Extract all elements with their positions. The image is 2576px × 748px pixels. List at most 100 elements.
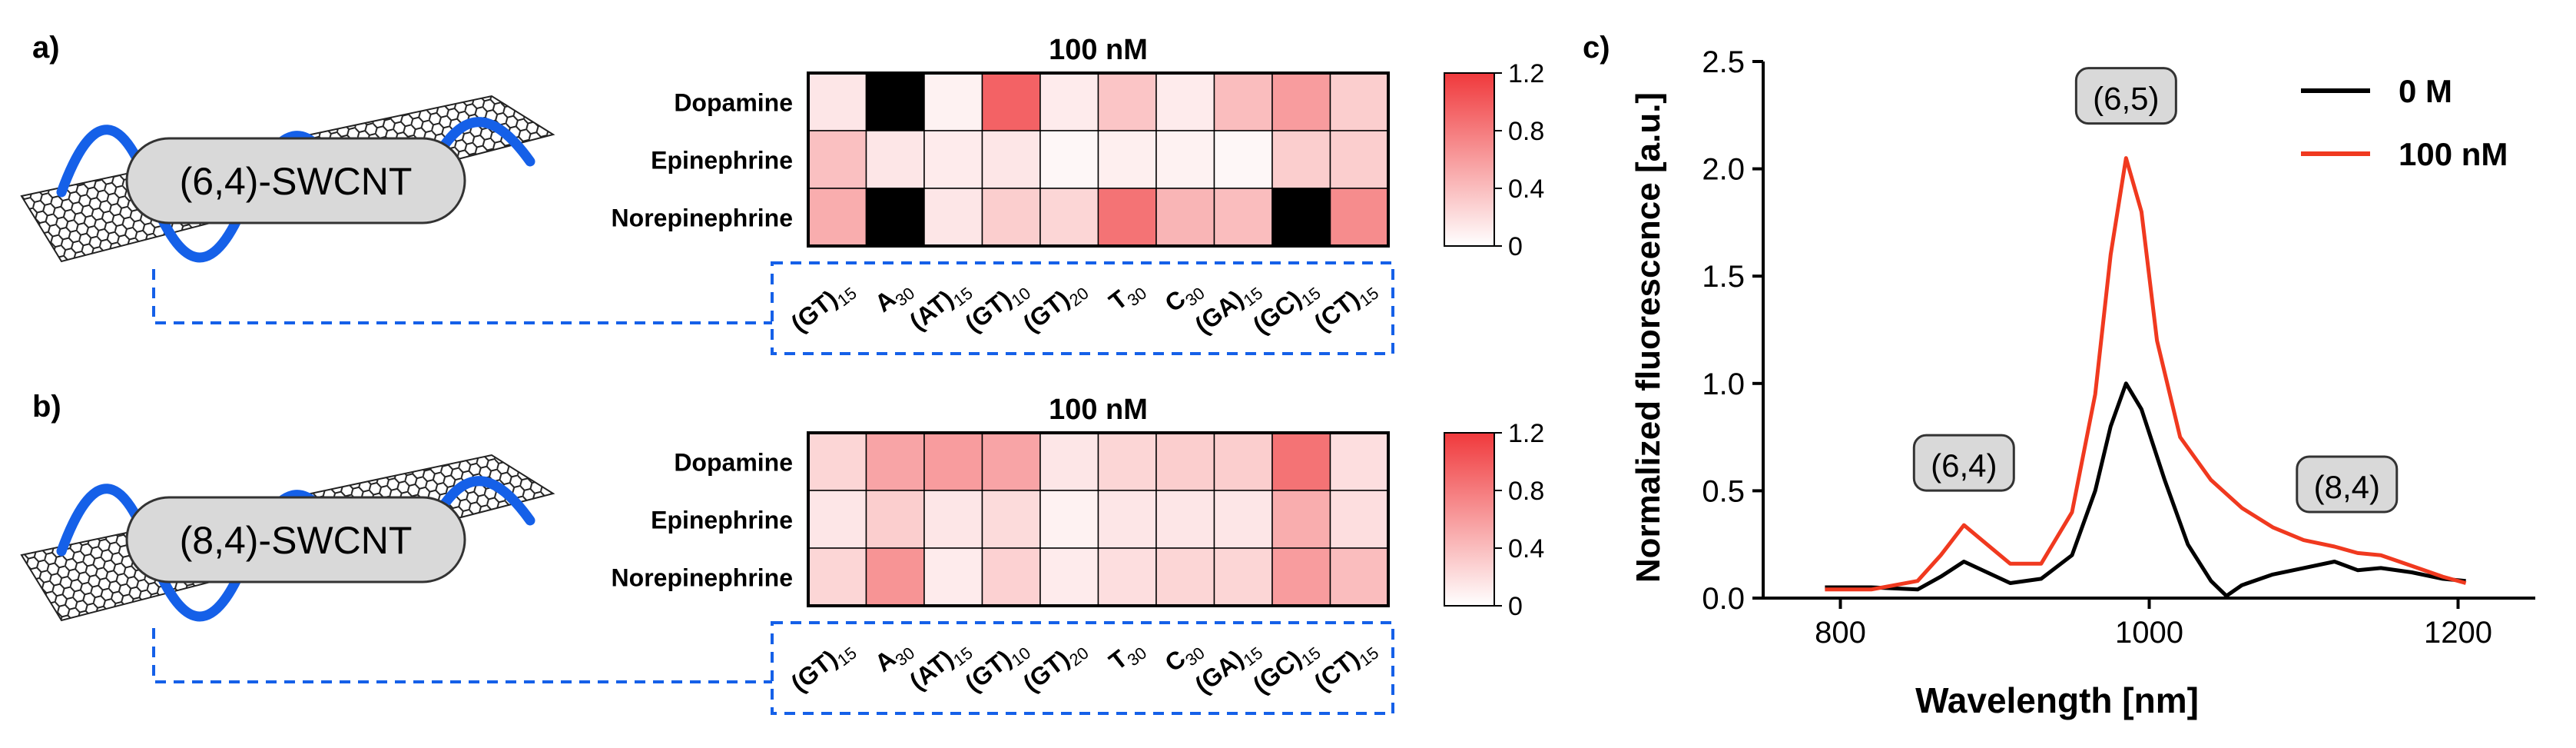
heatmap-b-cell (1039, 547, 1099, 607)
heatmap-a-col-label: (GT)15 (786, 273, 860, 341)
heatmap-a-cell (1039, 72, 1099, 131)
heatmap-a-cell (923, 130, 983, 189)
colorbar-b: 1.2 0.8 0.4 0 (1444, 419, 1544, 621)
y-axis-label: Normalized fluorescence [a.u.] (1629, 92, 1667, 583)
heatmap-b-cell (1097, 490, 1157, 549)
x-tick-label: 800 (1815, 616, 1866, 650)
heatmap-a-cell (807, 130, 867, 189)
heatmap-a-label-box (771, 261, 1394, 355)
peak-annotation-label: (8,4) (2314, 469, 2380, 505)
heatmap-b-col-label: T30 (1104, 633, 1151, 679)
heatmap-a: 100 nM Dopamine Epinephrine Norepinephrine (… (612, 34, 1394, 355)
legend-label: 100 nM (2399, 136, 2508, 172)
peak-annotation-box (1912, 434, 2015, 492)
heatmap-a-cell (1097, 72, 1157, 131)
tube-label-box-b (125, 496, 466, 583)
heatmap-a-cell (807, 188, 867, 247)
heatmap-b-cell (807, 432, 867, 491)
connector-b (152, 628, 772, 683)
series-line-sample (1825, 156, 2467, 592)
heatmap-a-cell (1213, 130, 1273, 189)
heatmap-b-cell (1155, 547, 1215, 607)
heatmap-b-cell (1097, 432, 1157, 491)
heatmap-b-cell (1097, 547, 1157, 607)
heatmap-b-cell (1271, 432, 1331, 491)
heatmap-a-cell (1271, 188, 1331, 247)
heatmap-b-cell (1329, 490, 1389, 549)
series-line-zero (1825, 381, 2466, 598)
heatmap-a-cell (807, 72, 867, 131)
heatmap-a-title: 100 nM (1049, 34, 1148, 66)
y-tick-label: 1.0 (1702, 367, 1745, 401)
heatmap-a-colorbar-tick-label: 0.8 (1508, 117, 1544, 146)
peak-annotation-label: (6,5) (2093, 81, 2159, 117)
nanotube-illustration-b: (8,4)-SWCNT (20, 454, 772, 683)
heatmap-a-cell (1155, 188, 1215, 247)
heatmap-b-cell (923, 547, 983, 607)
heatmap-b-colorbar-tick-label: 0.8 (1508, 477, 1544, 506)
heatmap-a-col-label: (GC)15 (1248, 273, 1324, 343)
heatmap-a-cell (1039, 130, 1099, 189)
heatmap-b-cell (1039, 490, 1099, 549)
heatmap-b-col-label: (GT)20 (1018, 633, 1092, 701)
connector-a (152, 269, 772, 324)
heatmap-a-cell (865, 188, 925, 247)
heatmap-b-col-label: (GA)15 (1189, 633, 1266, 703)
heatmap-a-cell (981, 130, 1041, 189)
heatmap-b-col-label: (GT)10 (960, 633, 1034, 701)
peak-annotation-box (2296, 455, 2399, 514)
heatmap-b-cell (1039, 432, 1099, 491)
heatmap-a-cell (1329, 130, 1389, 189)
heatmap-b-col-label: (CT)15 (1309, 633, 1383, 700)
heatmap-b-cell (1271, 490, 1331, 549)
heatmap-a-col-label: T30 (1104, 273, 1151, 319)
heatmap-b-cell (807, 547, 867, 607)
heatmap-b-title: 100 nM (1049, 394, 1148, 426)
heatmap-b-row-label: Norepinephrine (612, 564, 793, 592)
heatmap-b-cell (981, 490, 1041, 549)
heatmap-a-col-label: (AT)15 (904, 273, 976, 339)
heatmap-b-row-label: Epinephrine (651, 507, 793, 534)
tube-label-b: (8,4)-SWCNT (180, 519, 413, 562)
y-tick-label: 1.5 (1702, 260, 1745, 294)
heatmap-a-cell (1039, 188, 1099, 247)
heatmap-a-row-label: Dopamine (674, 89, 793, 117)
heatmap-a-row-label: Norepinephrine (612, 204, 793, 232)
heatmap-a-cell (1213, 72, 1273, 131)
heatmap-a-col-label: (GT)10 (960, 273, 1034, 341)
heatmap-b-cell (865, 432, 925, 491)
heatmap-b-cell (865, 547, 925, 607)
heatmap-b-col-label: (GC)15 (1248, 633, 1324, 703)
heatmap-a-cell (865, 72, 925, 131)
y-tick-label: 2.5 (1702, 45, 1745, 79)
heatmap-b-cell (1155, 432, 1215, 491)
panel-b-letter: b) (32, 390, 61, 424)
heatmap-b-cell (923, 490, 983, 549)
heatmap-a-colorbar-gradient (1444, 72, 1495, 247)
heatmap-b: 100 nM Dopamine Epinephrine Norepinephrine (… (612, 394, 1394, 715)
heatmap-b-colorbar-gradient (1444, 432, 1495, 607)
heatmap-a-cell (981, 188, 1041, 247)
heatmap-b-colorbar-tick-label: 0 (1508, 592, 1523, 621)
heatmap-b-cell (807, 490, 867, 549)
heatmap-a-cell (1213, 188, 1273, 247)
heatmap-b-cell (1271, 547, 1331, 607)
heatmap-a-frame (807, 71, 1390, 248)
heatmap-a-colorbar-tick-label: 0.4 (1508, 175, 1544, 204)
heatmap-a-col-label: (GT)20 (1018, 273, 1092, 341)
line-chart: 800 1000 1200 0.0 0.5 1.0 1.5 2.0 2.5 Wavelength … (1629, 45, 2535, 720)
x-axis-label: Wavelength [nm] (1915, 680, 2199, 720)
heatmap-b-cell (1213, 547, 1273, 607)
tube-label-a: (6,4)-SWCNT (180, 160, 413, 203)
heatmap-b-colorbar-tick-label: 0.4 (1508, 534, 1544, 563)
colorbar-a: 1.2 0.8 0.4 0 (1444, 59, 1544, 261)
heatmap-a-cell (1155, 72, 1215, 131)
heatmap-a-cell (1329, 72, 1389, 131)
y-tick-label: 0.0 (1702, 582, 1745, 616)
heatmap-b-colorbar-tick-label: 1.2 (1508, 419, 1544, 448)
heatmap-a-col-label: (GA)15 (1189, 273, 1266, 343)
y-tick-label: 0.5 (1702, 474, 1745, 508)
heatmap-b-cell (1213, 432, 1273, 491)
heatmap-b-cell (865, 490, 925, 549)
